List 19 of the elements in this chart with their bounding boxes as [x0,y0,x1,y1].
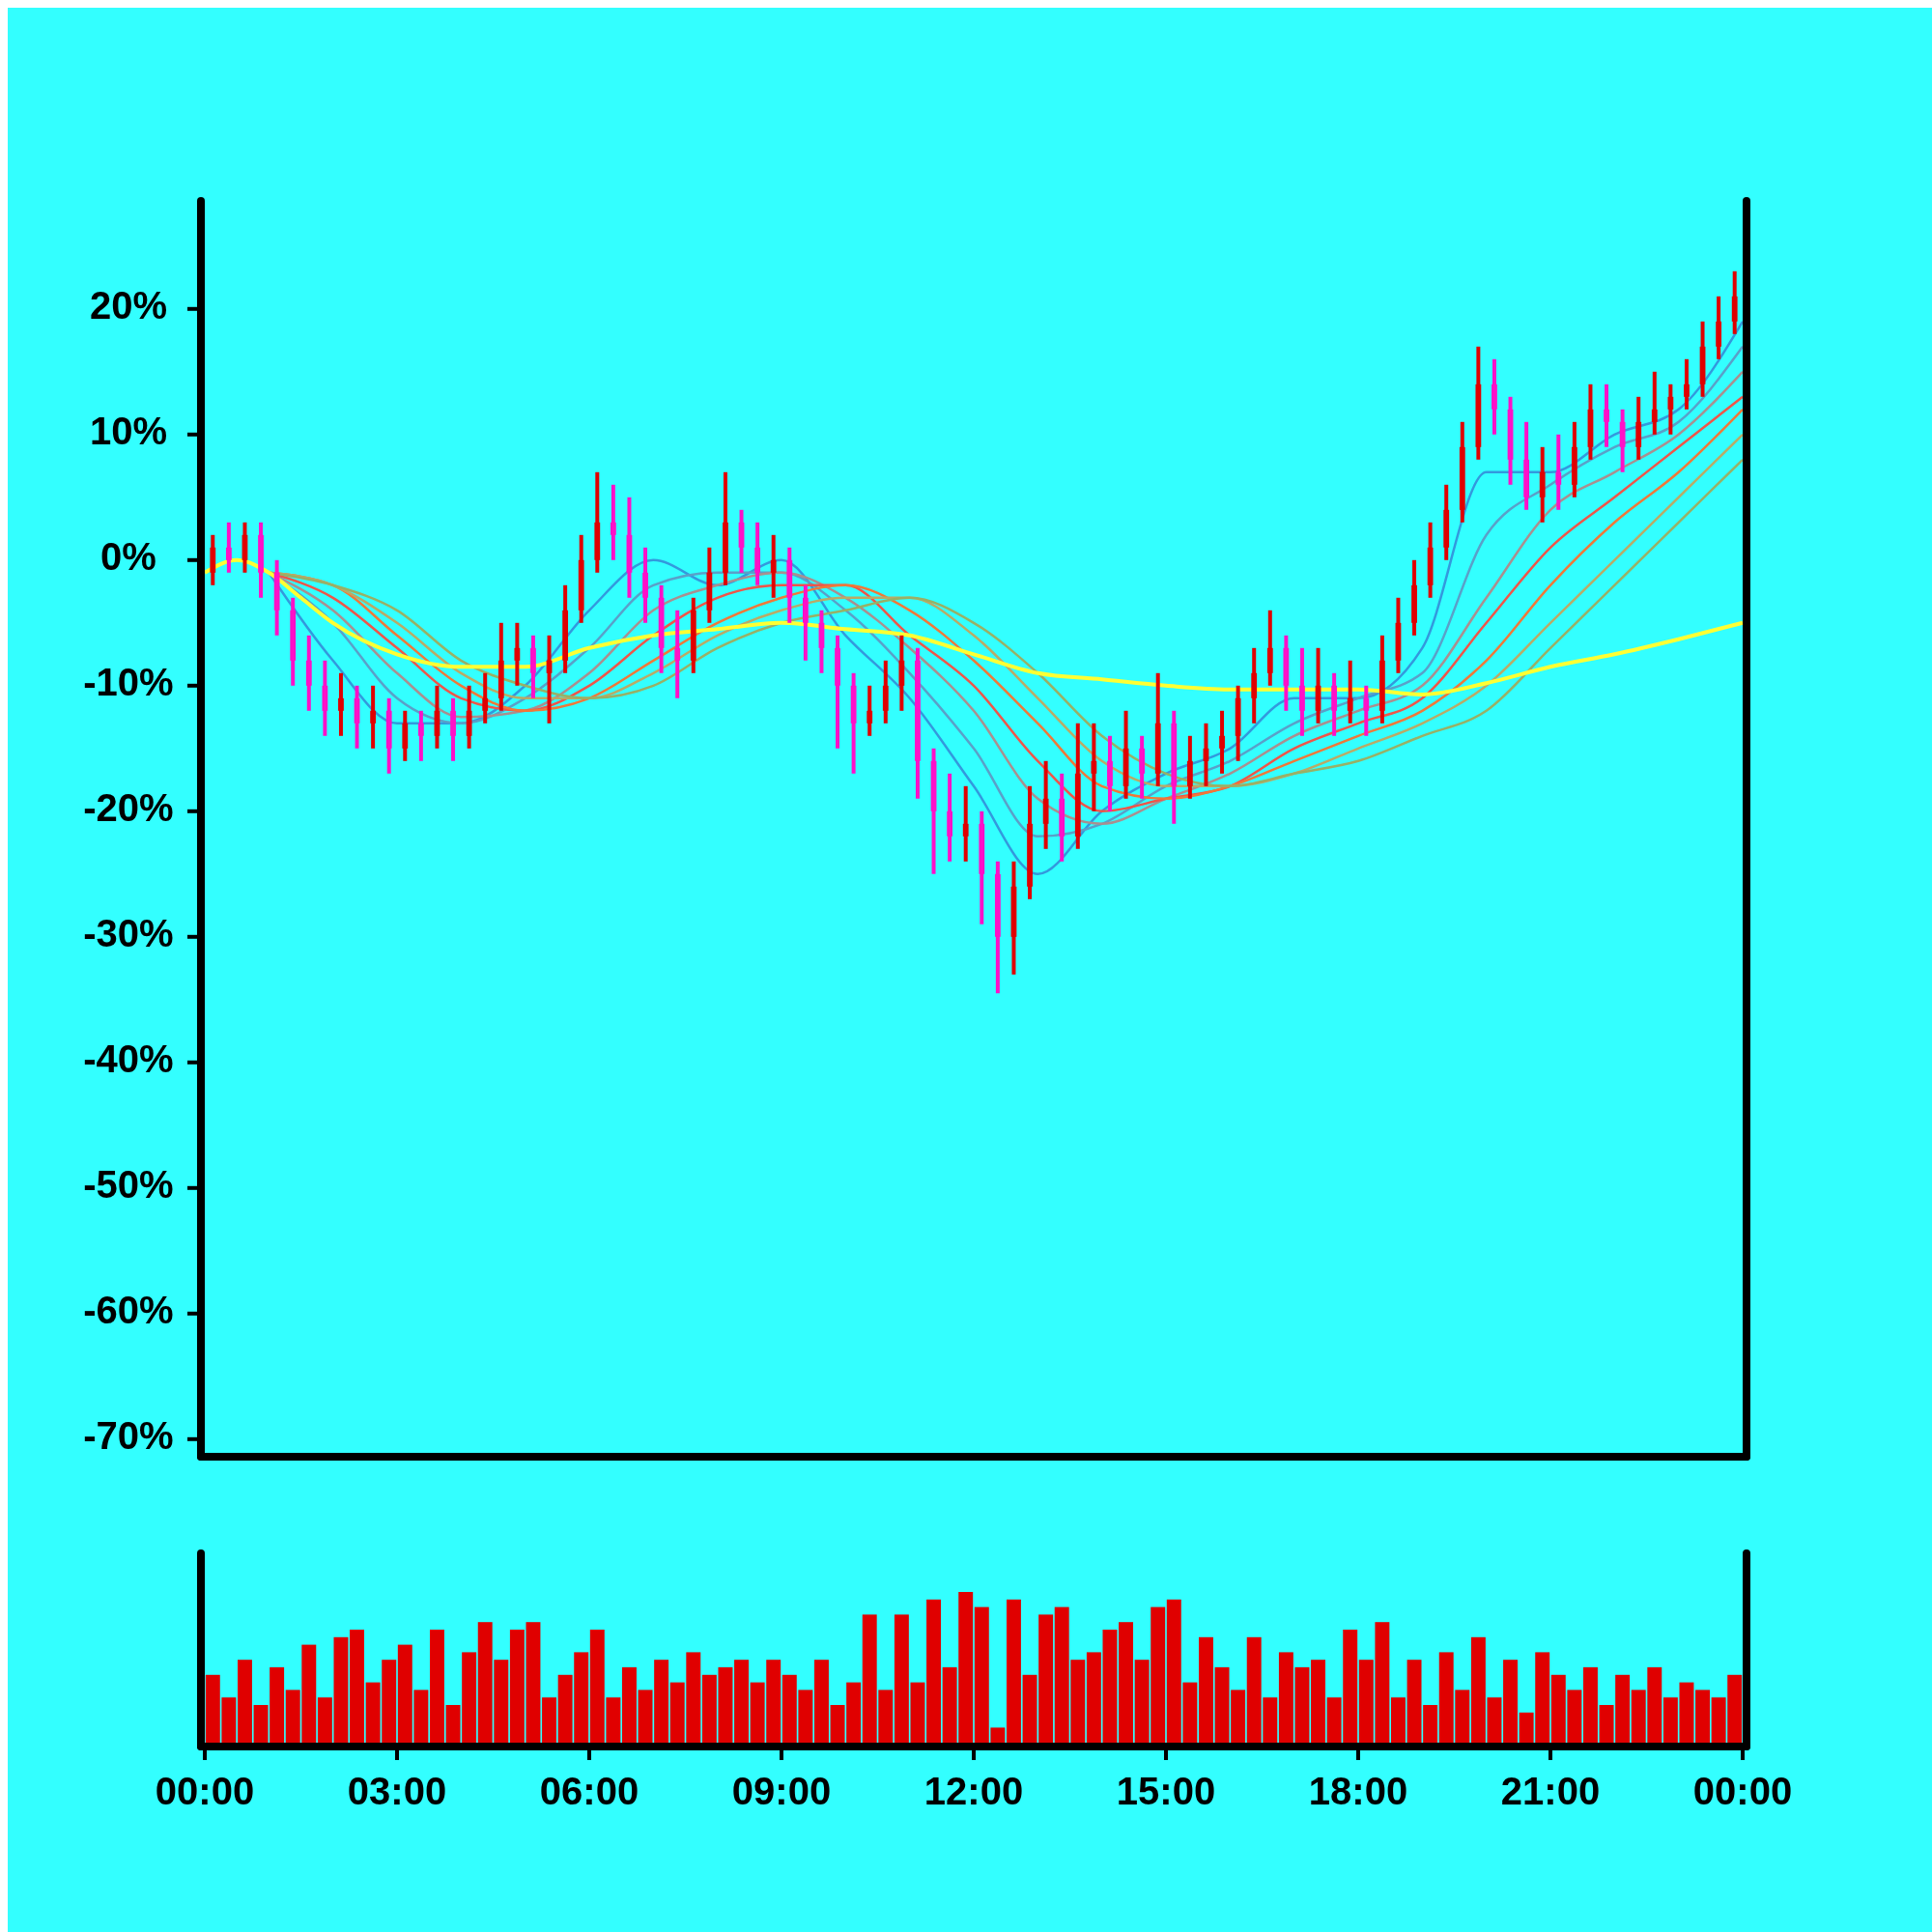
y-tick-label: 0% [100,535,156,579]
x-tick-label: 15:00 [1116,1770,1216,1812]
x-tick-label: 06:00 [539,1770,639,1812]
x-tick-label: 12:00 [923,1770,1024,1812]
x-tick-label: 18:00 [1308,1770,1408,1812]
x-tick-label: 03:00 [347,1770,447,1812]
x-tick-label: 00:00 [1692,1770,1793,1812]
y-tick-label: -10% [83,661,174,704]
y-tick-label: 10% [89,410,168,453]
y-tick-label: -30% [83,912,174,955]
x-tick-label: 21:00 [1500,1770,1601,1812]
y-tick-label: -50% [83,1163,174,1207]
y-tick-label: -40% [83,1037,174,1081]
x-tick-label: 09:00 [731,1770,832,1812]
x-tick-label: 00:00 [155,1770,255,1812]
y-tick-label: 20% [89,284,168,327]
y-tick-label: -20% [83,786,174,830]
y-tick-label: -60% [83,1289,174,1332]
y-tick-label: -70% [83,1414,174,1458]
